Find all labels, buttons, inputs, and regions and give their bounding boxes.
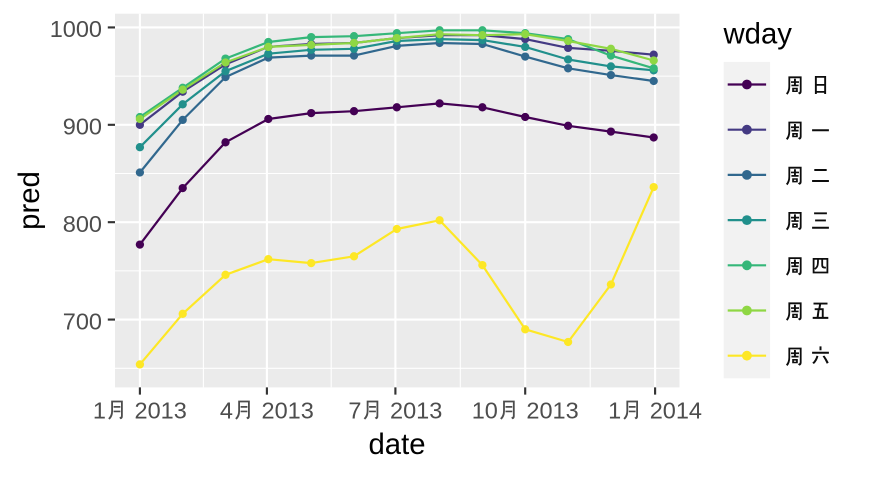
svg-text:10: 10 [472, 398, 498, 424]
svg-text:900: 900 [63, 114, 102, 140]
svg-text:2013: 2013 [526, 398, 578, 424]
svg-text:1: 1 [93, 398, 106, 424]
svg-text:1000: 1000 [50, 16, 102, 42]
svg-text:800: 800 [63, 211, 102, 237]
svg-text:2014: 2014 [650, 398, 702, 424]
svg-text:1: 1 [608, 398, 621, 424]
svg-text:pred: pred [13, 171, 46, 230]
svg-text:2013: 2013 [390, 398, 442, 424]
svg-text:7: 7 [348, 398, 361, 424]
svg-text:2013: 2013 [135, 398, 187, 424]
svg-text:date: date [368, 428, 425, 461]
svg-text:wday: wday [723, 18, 793, 51]
svg-text:2013: 2013 [262, 398, 314, 424]
svg-text:700: 700 [63, 308, 102, 334]
svg-text:4: 4 [220, 398, 233, 424]
